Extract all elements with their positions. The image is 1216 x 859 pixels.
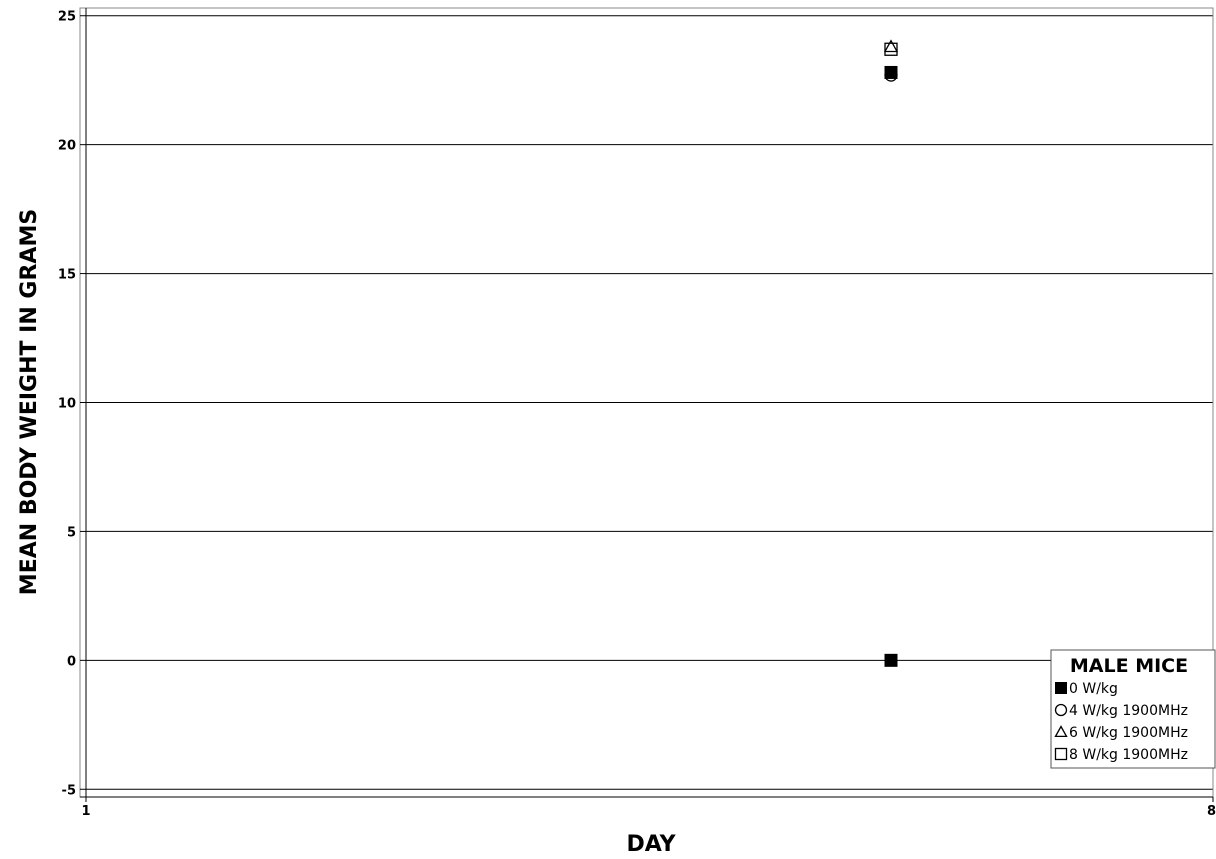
y-tick-label: 5: [67, 525, 76, 540]
legend-title: MALE MICE: [1070, 655, 1188, 677]
legend-label: 0 W/kg: [1069, 681, 1118, 697]
data-point-filled-square: [884, 65, 898, 79]
legend-items: 0 W/kg 4 W/kg 1900MHz 6 W/kg 1900MHz 8 W/kg…: [1054, 681, 1188, 763]
data-point-filled-square: [884, 653, 898, 667]
gridlines: [86, 15, 1213, 790]
x-axis-title: DAY: [626, 832, 676, 857]
legend-label: 6 W/kg 1900MHz: [1069, 725, 1188, 741]
legend-marker-open-square: [1054, 747, 1068, 761]
data-points: [883, 39, 899, 667]
x-tick-label: 8: [1207, 804, 1216, 819]
y-axis-title: MEAN BODY WEIGHT IN GRAMS: [17, 209, 42, 595]
legend: MALE MICE 0 W/kg 4 W/kg 1900MHz 6 W/kg 190…: [1050, 649, 1216, 769]
y-tick-label: 15: [58, 268, 76, 283]
legend-marker-open-triangle: [1054, 725, 1068, 738]
y-ticks: -5 0 5 10 15 20 25: [58, 10, 86, 798]
data-point-open-triangle: [883, 39, 899, 53]
y-tick-label: 25: [58, 10, 76, 25]
legend-label: 8 W/kg 1900MHz: [1069, 747, 1188, 763]
legend-label: 4 W/kg 1900MHz: [1069, 703, 1188, 719]
y-tick-label: 20: [58, 139, 76, 154]
data-point-open-square: [884, 42, 898, 56]
x-tick-label: 1: [81, 804, 90, 819]
y-tick-label: 10: [58, 397, 76, 412]
y-tick-label: 0: [67, 654, 76, 669]
legend-box: [1050, 649, 1216, 769]
legend-marker-filled-square: [1055, 682, 1067, 694]
y-tick-label: -5: [62, 783, 76, 798]
legend-marker-open-circle: [1054, 703, 1068, 717]
